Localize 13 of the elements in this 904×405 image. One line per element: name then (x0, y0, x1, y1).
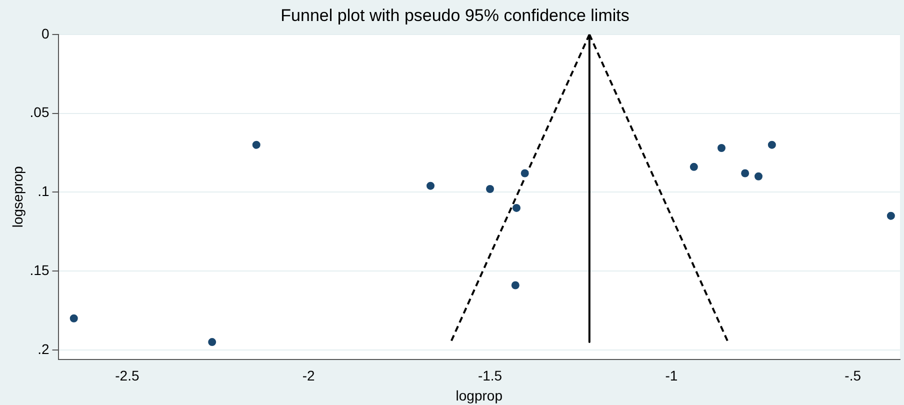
x-tick-label: -1 (665, 368, 678, 384)
y-tick-label: .15 (30, 262, 50, 278)
y-tick-label: 0 (41, 25, 50, 42)
y-tick-label: .05 (30, 104, 50, 120)
y-axis-title: logseprop (9, 166, 26, 228)
chart-title: Funnel plot with pseudo 95% confidence limits (280, 6, 630, 25)
y-tick-label: .2 (38, 340, 50, 357)
x-tick-label: -1.5 (478, 368, 502, 384)
y-tick-label: .1 (38, 183, 50, 200)
x-tick-label: -2 (302, 368, 316, 384)
x-tick-label: -2.5 (115, 368, 140, 384)
x-tick-label: -.5 (844, 368, 862, 384)
x-axis-title: logprop (456, 387, 503, 404)
